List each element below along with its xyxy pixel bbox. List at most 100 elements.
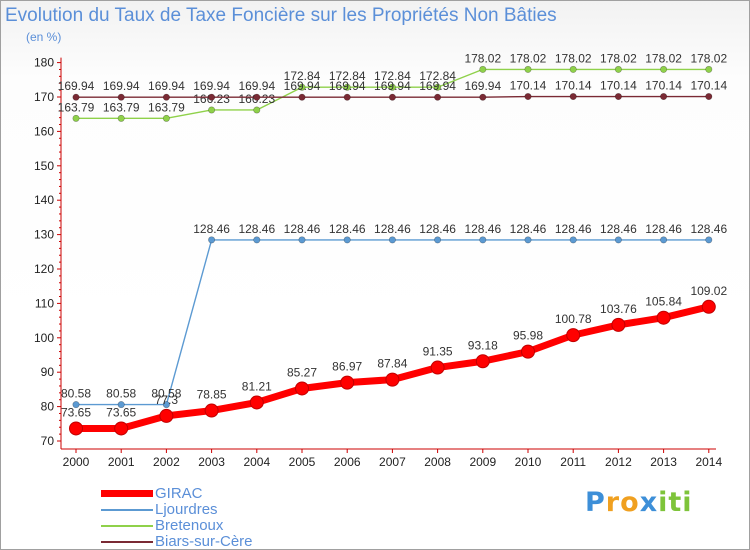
data-label: 178.02: [464, 51, 501, 65]
data-label: 80.58: [151, 387, 181, 401]
data-point: [253, 106, 261, 114]
data-label: 128.46: [600, 222, 637, 236]
legend-label: Ljourdres: [155, 501, 218, 518]
data-point: [298, 236, 306, 244]
data-point: [479, 65, 487, 73]
data-point: [114, 421, 129, 436]
y-tick-label: 110: [35, 296, 54, 310]
legend-swatch: [101, 525, 153, 527]
data-label: 73.65: [106, 405, 136, 419]
data-point: [475, 354, 490, 369]
data-point: [660, 236, 668, 244]
data-label: 128.46: [284, 222, 321, 236]
data-label: 73.65: [61, 405, 91, 419]
data-point: [253, 93, 261, 101]
x-tick-label: 2002: [153, 455, 180, 469]
x-tick-label: 2004: [243, 455, 270, 469]
proxiti-logo: Proxiti: [585, 487, 693, 518]
data-label: 169.94: [193, 79, 230, 93]
logo-letter: P: [585, 487, 606, 518]
data-point: [430, 360, 445, 375]
data-label: 80.58: [61, 387, 91, 401]
data-label: 169.94: [374, 79, 411, 93]
x-tick-label: 2010: [515, 455, 542, 469]
data-point: [479, 93, 487, 101]
data-label: 105.84: [645, 295, 682, 309]
data-label: 170.14: [600, 79, 637, 93]
data-label: 93.18: [468, 338, 498, 352]
data-label: 128.46: [419, 222, 456, 236]
x-tick-label: 2012: [605, 455, 632, 469]
data-label: 163.79: [103, 100, 140, 114]
data-point: [162, 114, 170, 122]
data-point: [159, 408, 174, 423]
data-point: [569, 65, 577, 73]
data-label: 128.46: [464, 222, 501, 236]
data-label: 169.94: [419, 79, 456, 93]
data-point: [204, 403, 219, 418]
logo-letter: x: [639, 487, 659, 518]
y-tick-label: 90: [41, 365, 55, 379]
data-label: 77.3: [155, 393, 179, 407]
data-point: [388, 236, 396, 244]
data-label: 172.84: [419, 69, 456, 83]
y-tick-label: 120: [34, 262, 54, 276]
data-point: [656, 310, 671, 325]
legend-label: Biars-sur-Cère: [155, 533, 253, 550]
data-label: 169.94: [148, 79, 185, 93]
data-point: [660, 65, 668, 73]
data-label: 128.46: [510, 222, 547, 236]
legend-label: GIRAC: [155, 485, 203, 502]
chart-title: Evolution du Taux de Taxe Foncière sur l…: [5, 5, 557, 26]
data-label: 163.79: [148, 100, 185, 114]
y-tick-label: 70: [41, 434, 55, 448]
data-label: 128.46: [329, 222, 366, 236]
data-label: 169.94: [238, 79, 275, 93]
data-label: 109.02: [690, 284, 727, 298]
x-tick-label: 2009: [469, 455, 496, 469]
legend-swatch: [101, 490, 153, 497]
y-tick-label: 170: [34, 90, 54, 104]
data-point: [705, 93, 713, 101]
data-label: 169.94: [58, 79, 95, 93]
data-point: [569, 93, 577, 101]
data-point: [249, 395, 264, 410]
data-label: 91.35: [423, 345, 453, 359]
data-label: 80.58: [106, 387, 136, 401]
data-label: 85.27: [287, 365, 317, 379]
data-point: [388, 93, 396, 101]
data-label: 170.14: [555, 79, 592, 93]
data-point: [569, 236, 577, 244]
logo-letter: o: [620, 487, 640, 518]
data-point: [72, 93, 80, 101]
data-point: [660, 93, 668, 101]
data-point: [298, 93, 306, 101]
data-label: 81.21: [242, 379, 272, 393]
data-point: [298, 83, 306, 91]
data-label: 178.02: [645, 51, 682, 65]
data-label: 169.94: [284, 79, 321, 93]
x-tick-label: 2006: [334, 455, 361, 469]
data-point: [208, 106, 216, 114]
data-point: [388, 83, 396, 91]
legend-swatch: [101, 509, 153, 511]
data-point: [705, 236, 713, 244]
data-label: 95.98: [513, 329, 543, 343]
data-point: [117, 93, 125, 101]
data-point: [385, 372, 400, 387]
x-tick-label: 2011: [560, 455, 586, 469]
y-tick-label: 150: [34, 159, 54, 173]
data-label: 178.02: [555, 51, 592, 65]
legend-label: Bretenoux: [155, 517, 224, 534]
data-point: [434, 93, 442, 101]
data-point: [566, 328, 581, 343]
data-label: 172.84: [329, 69, 366, 83]
y-tick-label: 140: [34, 193, 54, 207]
data-label: 172.84: [284, 69, 321, 83]
data-point: [340, 375, 355, 390]
y-tick-label: 160: [34, 124, 54, 138]
data-label: 103.76: [600, 302, 637, 316]
x-tick-label: 2014: [695, 455, 722, 469]
data-point: [72, 401, 80, 409]
data-label: 128.46: [238, 222, 275, 236]
